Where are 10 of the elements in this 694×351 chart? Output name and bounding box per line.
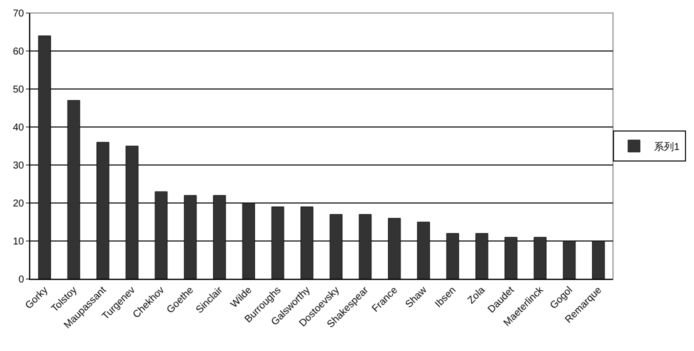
legend-label: 系列1 bbox=[654, 140, 680, 153]
y-tick-label: 30 bbox=[12, 160, 24, 172]
y-tick-label: 60 bbox=[12, 46, 24, 58]
x-tick-label: Zola bbox=[466, 284, 488, 306]
y-tick-label: 20 bbox=[12, 198, 24, 210]
y-tick-label: 0 bbox=[18, 274, 24, 286]
y-tick-label: 70 bbox=[12, 8, 24, 20]
y-tick-label: 40 bbox=[12, 122, 24, 134]
y-tick-label: 50 bbox=[12, 84, 24, 96]
y-tick-label: 10 bbox=[12, 236, 24, 248]
